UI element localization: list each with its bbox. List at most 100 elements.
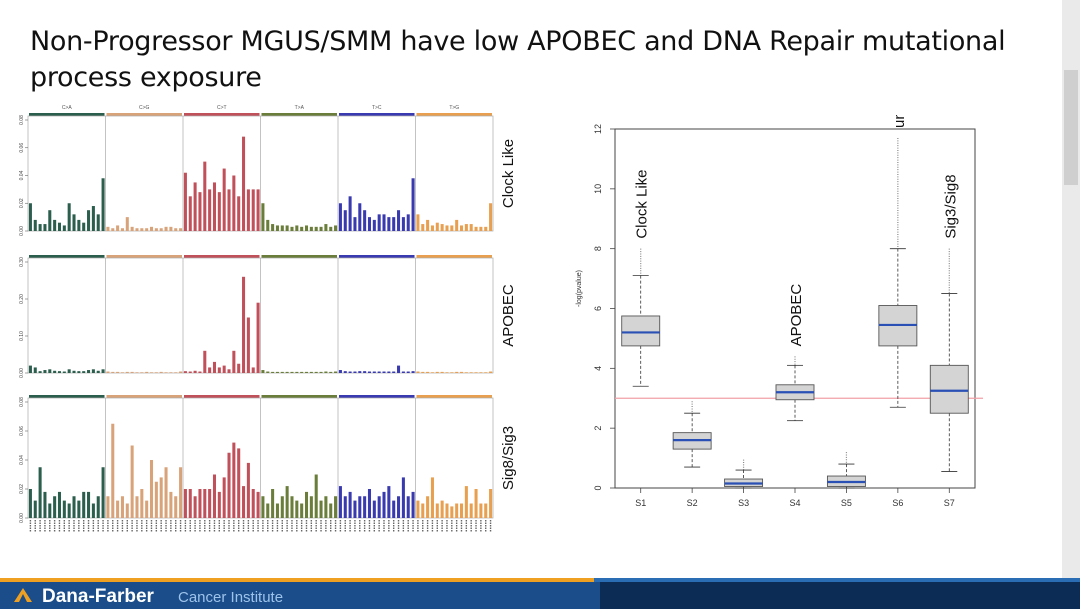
bar (33, 219, 37, 231)
bar (96, 496, 100, 518)
bar (338, 486, 342, 518)
bar (445, 225, 449, 231)
bar (106, 226, 110, 231)
bar (450, 372, 454, 373)
bar (377, 496, 381, 518)
bar (334, 371, 338, 373)
bar (348, 196, 352, 231)
box (621, 315, 661, 347)
y-tick-label: 0.20 (19, 294, 25, 304)
bar (271, 224, 275, 231)
bar (411, 371, 415, 373)
bar (43, 370, 47, 373)
bar (135, 228, 139, 231)
bar (28, 489, 32, 518)
bar (242, 136, 246, 231)
bar (329, 503, 333, 518)
bar (140, 372, 144, 373)
bar (261, 496, 265, 518)
bar (319, 371, 323, 373)
bar (285, 486, 289, 518)
bar (217, 367, 221, 373)
signature-spectra-chart: C>A C>G C>T T>A T>C T>G 0.00 0.02 0.04 0.06 0.08 Cl… (19, 105, 517, 532)
bar (67, 369, 71, 373)
bar (72, 214, 76, 231)
bar (314, 371, 318, 373)
bar (290, 371, 294, 373)
bar (111, 423, 115, 518)
bar (242, 276, 246, 373)
bar (72, 496, 76, 518)
bar (179, 371, 183, 373)
bar (149, 460, 154, 518)
bar (154, 481, 158, 518)
bar (430, 225, 434, 231)
bar (363, 496, 367, 518)
bar (159, 477, 163, 518)
bar (87, 210, 91, 231)
bar (246, 317, 250, 373)
scrollbar-thumb[interactable] (1064, 70, 1078, 185)
bar (416, 214, 420, 231)
slide-title: Non-Progressor MGUS/SMM have low APOBEC … (30, 26, 1006, 93)
group-header-bar (106, 395, 182, 398)
group-header-bar (184, 113, 260, 116)
bar (406, 371, 410, 373)
group-label: T>C (372, 105, 382, 111)
bar (53, 370, 57, 373)
group-header-bar (106, 255, 182, 258)
bar (208, 367, 212, 373)
bar (382, 214, 386, 231)
bar (227, 369, 231, 373)
bar (430, 372, 434, 373)
bar (212, 182, 217, 231)
y-tick-label: 0.06 (19, 143, 25, 153)
bar (455, 503, 459, 518)
x-tick-label: S5 (841, 498, 852, 508)
bar (164, 372, 168, 373)
group-label: C>T (217, 105, 227, 111)
y-tick-label: 0.02 (19, 198, 25, 208)
bar (353, 217, 357, 231)
bar (367, 489, 372, 518)
bar (193, 496, 197, 518)
x-tick-label: S2 (687, 498, 698, 508)
x-tick-label: S1 (635, 498, 646, 508)
group-header-bar (416, 395, 492, 398)
bar (435, 371, 439, 373)
y-tick-label: 0.08 (19, 397, 25, 407)
bar (319, 226, 323, 231)
scrollbar[interactable] (1062, 0, 1080, 609)
bar (48, 369, 52, 373)
bar (280, 496, 284, 518)
y-tick-label: 0 (593, 485, 603, 490)
y-tick-label: 10 (593, 184, 603, 194)
bar (343, 496, 347, 518)
bar (130, 445, 134, 518)
bar (227, 452, 231, 518)
bar (145, 371, 149, 373)
bar (426, 371, 430, 373)
bar (343, 371, 347, 373)
bar (188, 489, 192, 518)
bar (300, 371, 304, 373)
bar (145, 228, 149, 231)
bar (416, 371, 420, 373)
bar (222, 477, 226, 518)
bar (324, 496, 328, 518)
bar (358, 496, 362, 518)
series-label: Clock Like (500, 139, 517, 208)
group-header-bar (29, 113, 105, 116)
bar (164, 467, 168, 518)
group-header-bar (106, 113, 182, 116)
bar (464, 486, 468, 518)
bar (203, 161, 207, 231)
y-tick-label: 12 (593, 124, 603, 134)
bar (295, 225, 299, 231)
bar (382, 491, 386, 518)
bar (135, 496, 139, 518)
bar (96, 370, 100, 373)
bar (208, 189, 212, 231)
bar (208, 489, 212, 518)
bar (459, 503, 464, 518)
